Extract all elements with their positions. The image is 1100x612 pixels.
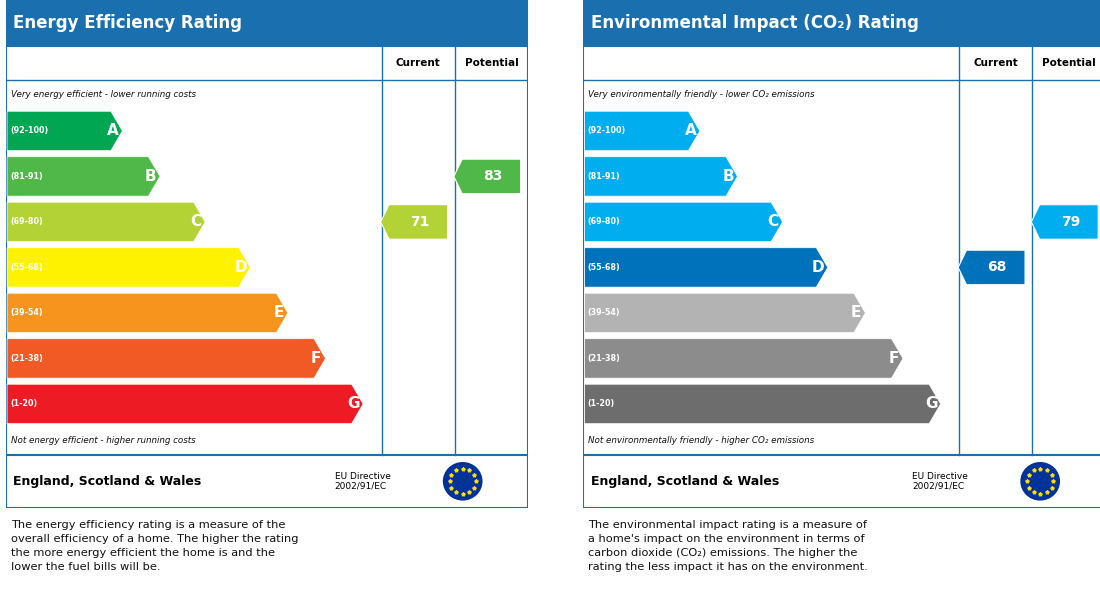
- Polygon shape: [584, 111, 700, 151]
- Polygon shape: [381, 204, 448, 239]
- Text: (39-54): (39-54): [587, 308, 620, 318]
- Text: C: C: [768, 214, 779, 230]
- Text: (92-100): (92-100): [10, 127, 48, 135]
- Text: A: A: [684, 124, 696, 138]
- Text: (1-20): (1-20): [587, 400, 615, 408]
- Text: The energy efficiency rating is a measure of the
overall efficiency of a home. T: The energy efficiency rating is a measur…: [11, 520, 298, 572]
- Text: A: A: [107, 124, 119, 138]
- Text: F: F: [889, 351, 899, 366]
- Text: Energy Efficiency Rating: Energy Efficiency Rating: [13, 14, 242, 32]
- Text: 83: 83: [483, 170, 503, 184]
- Text: C: C: [190, 214, 201, 230]
- Polygon shape: [1032, 204, 1098, 239]
- Text: The environmental impact rating is a measure of
a home's impact on the environme: The environmental impact rating is a mea…: [588, 520, 868, 572]
- Text: (39-54): (39-54): [10, 308, 43, 318]
- Text: England, Scotland & Wales: England, Scotland & Wales: [591, 475, 779, 488]
- Text: (69-80): (69-80): [10, 217, 43, 226]
- Polygon shape: [584, 384, 940, 424]
- Text: (69-80): (69-80): [587, 217, 620, 226]
- Text: Current: Current: [396, 58, 441, 68]
- Text: E: E: [273, 305, 284, 321]
- Text: G: G: [348, 397, 360, 411]
- Text: Very energy efficient - lower running costs: Very energy efficient - lower running co…: [11, 90, 196, 99]
- Polygon shape: [584, 338, 903, 378]
- Text: Environmental Impact (CO₂) Rating: Environmental Impact (CO₂) Rating: [591, 14, 918, 32]
- Bar: [583, 0, 1100, 46]
- Text: Not energy efficient - higher running costs: Not energy efficient - higher running co…: [11, 436, 196, 445]
- Text: Very environmentally friendly - lower CO₂ emissions: Very environmentally friendly - lower CO…: [588, 90, 815, 99]
- Text: F: F: [311, 351, 321, 366]
- Text: 71: 71: [410, 215, 429, 229]
- Circle shape: [443, 462, 483, 501]
- Polygon shape: [584, 157, 737, 196]
- Text: (1-20): (1-20): [10, 400, 37, 408]
- Text: England, Scotland & Wales: England, Scotland & Wales: [13, 475, 201, 488]
- Text: EU Directive
2002/91/EC: EU Directive 2002/91/EC: [912, 472, 968, 491]
- Bar: [6, 0, 528, 46]
- Text: (92-100): (92-100): [587, 127, 626, 135]
- Polygon shape: [7, 293, 288, 333]
- Polygon shape: [7, 111, 122, 151]
- Text: B: B: [723, 169, 734, 184]
- Polygon shape: [7, 157, 159, 196]
- Polygon shape: [958, 250, 1025, 285]
- Polygon shape: [584, 202, 782, 242]
- Polygon shape: [7, 248, 250, 287]
- Text: (55-68): (55-68): [587, 263, 620, 272]
- Text: 79: 79: [1060, 215, 1080, 229]
- Text: (81-91): (81-91): [587, 172, 620, 181]
- Text: (81-91): (81-91): [10, 172, 43, 181]
- Polygon shape: [584, 293, 866, 333]
- Text: Potential: Potential: [464, 58, 518, 68]
- Text: B: B: [145, 169, 156, 184]
- Text: D: D: [812, 260, 825, 275]
- Text: 68: 68: [988, 261, 1007, 274]
- Text: (21-38): (21-38): [587, 354, 620, 363]
- Text: EU Directive
2002/91/EC: EU Directive 2002/91/EC: [334, 472, 390, 491]
- Polygon shape: [584, 248, 827, 287]
- Text: Potential: Potential: [1042, 58, 1096, 68]
- Text: (55-68): (55-68): [10, 263, 43, 272]
- Text: D: D: [234, 260, 248, 275]
- Polygon shape: [454, 159, 520, 194]
- Circle shape: [1021, 462, 1060, 501]
- Text: (21-38): (21-38): [10, 354, 43, 363]
- Text: Not environmentally friendly - higher CO₂ emissions: Not environmentally friendly - higher CO…: [588, 436, 814, 445]
- Text: Current: Current: [974, 58, 1019, 68]
- Text: G: G: [925, 397, 937, 411]
- Text: E: E: [850, 305, 861, 321]
- Polygon shape: [7, 384, 363, 424]
- Polygon shape: [7, 338, 326, 378]
- Polygon shape: [7, 202, 205, 242]
